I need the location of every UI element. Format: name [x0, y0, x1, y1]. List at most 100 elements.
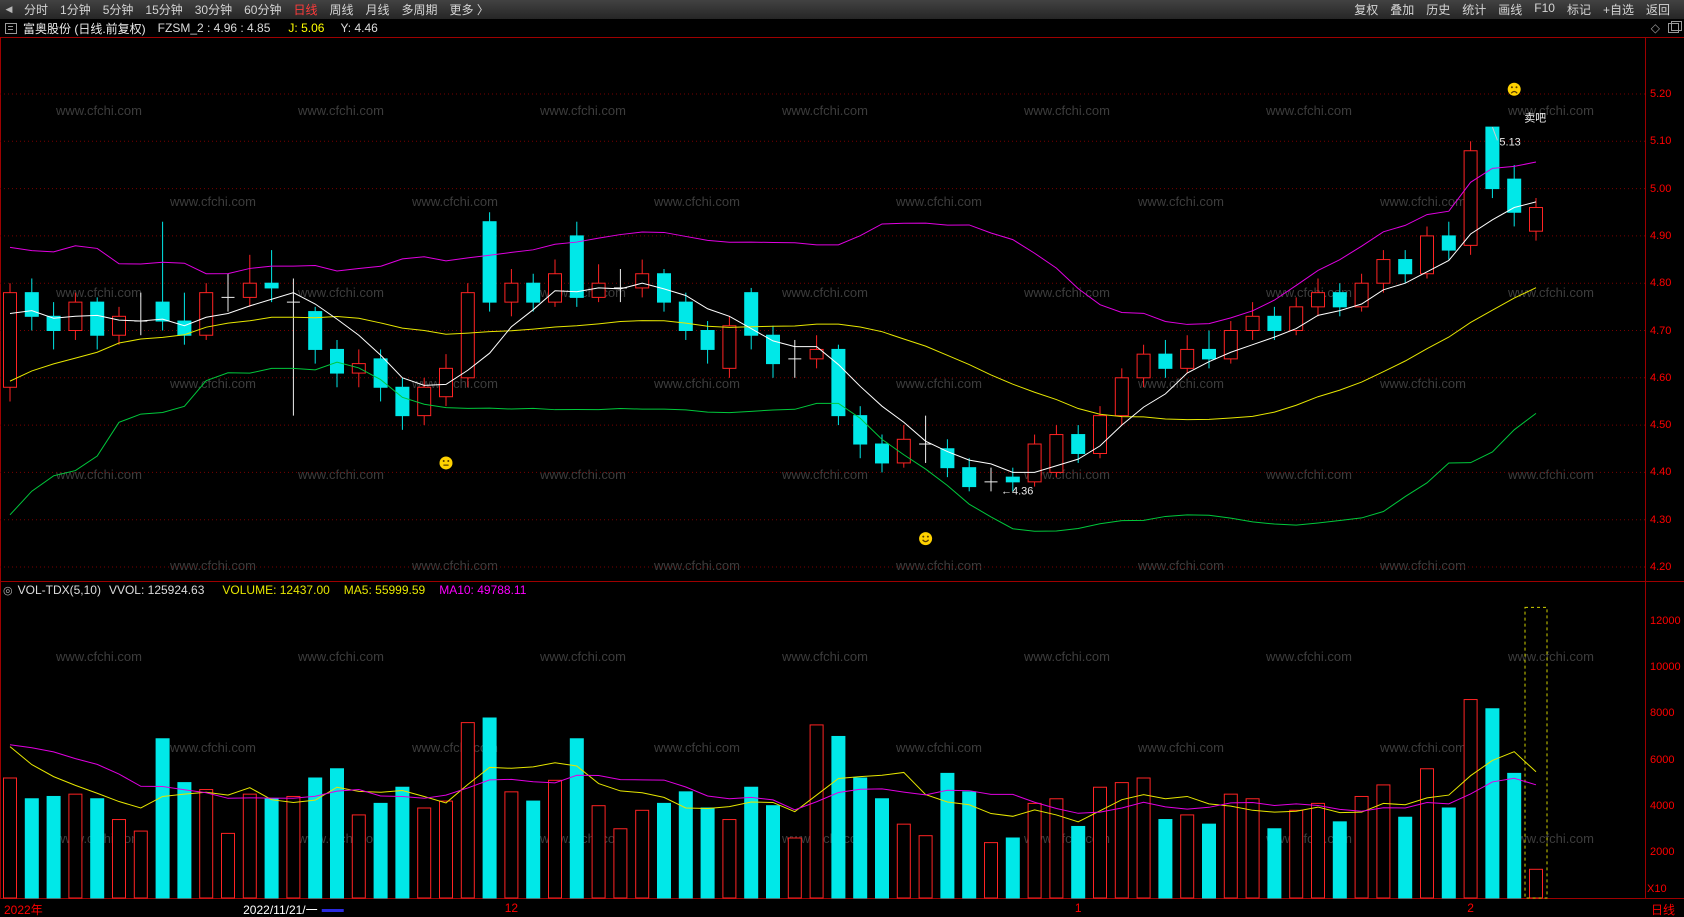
volume-bar[interactable]	[1114, 782, 1129, 899]
volume-bar[interactable]	[787, 837, 802, 899]
candle-down[interactable]	[373, 358, 388, 388]
volume-bar[interactable]	[308, 777, 323, 899]
volume-bar[interactable]	[526, 800, 541, 899]
candle-up[interactable]	[1463, 150, 1478, 246]
candle-down[interactable]	[831, 348, 846, 417]
candle-down[interactable]	[1071, 434, 1086, 454]
volume-bar[interactable]	[221, 832, 235, 899]
indicator-toggle-icon[interactable]: ◎	[3, 584, 13, 597]
volume-bar[interactable]	[286, 795, 301, 899]
tool-menu-item-6[interactable]: 标记	[1566, 3, 1591, 17]
candle-up[interactable]	[439, 367, 453, 398]
volume-bar[interactable]	[1136, 777, 1151, 899]
candle-down[interactable]	[1158, 353, 1173, 369]
volume-bar[interactable]	[1093, 786, 1107, 899]
candle-up[interactable]	[1289, 306, 1304, 332]
volume-bar[interactable]	[3, 777, 17, 899]
volume-bar[interactable]	[831, 735, 846, 899]
volume-bar[interactable]	[1376, 784, 1391, 899]
volume-bar[interactable]	[46, 795, 61, 899]
period-menu-item-5[interactable]: 60分钟	[244, 3, 282, 17]
period-menu-item-6[interactable]: 日线	[293, 3, 318, 17]
period-menu-item-8[interactable]: 月线	[365, 3, 390, 17]
volume-bar[interactable]	[1420, 768, 1434, 899]
volume-bar[interactable]	[678, 791, 693, 899]
window-icon[interactable]	[1668, 21, 1682, 33]
volume-bar[interactable]	[1027, 802, 1042, 899]
period-menu-item-3[interactable]: 15分钟	[145, 3, 183, 17]
volume-bar[interactable]	[809, 724, 824, 899]
volume-bar[interactable]	[1071, 825, 1086, 899]
candle-down[interactable]	[46, 315, 61, 331]
candle-up[interactable]	[242, 282, 257, 298]
volume-bar[interactable]	[1049, 798, 1064, 899]
candle-up[interactable]	[548, 273, 562, 303]
candle-up[interactable]	[1223, 330, 1238, 360]
period-menu-item-9[interactable]: 多周期	[401, 3, 438, 17]
candle-up[interactable]	[1180, 348, 1195, 369]
collapse-icon[interactable]: ◀	[5, 4, 13, 14]
volume-bar[interactable]	[1529, 868, 1543, 899]
candle-up[interactable]	[1376, 259, 1391, 284]
volume-bar[interactable]	[1223, 793, 1238, 899]
volume-bar[interactable]	[766, 805, 780, 899]
volume-bar[interactable]	[1289, 809, 1304, 899]
candle-up[interactable]	[1027, 443, 1042, 483]
candle-down[interactable]	[744, 292, 759, 336]
volume-bar[interactable]	[722, 819, 737, 899]
volume-bar[interactable]	[1245, 798, 1260, 899]
volume-bar[interactable]	[1005, 837, 1020, 899]
tool-menu-item-4[interactable]: 画线	[1498, 3, 1523, 17]
tool-menu-item-0[interactable]: 复权	[1354, 3, 1379, 17]
period-menu-item-0[interactable]: 分时	[24, 3, 49, 17]
candle-down[interactable]	[155, 301, 170, 322]
candle-up[interactable]	[417, 386, 432, 417]
period-menu-item-1[interactable]: 1分钟	[60, 3, 91, 17]
candle-down[interactable]	[1441, 235, 1456, 251]
candle-up[interactable]	[1354, 282, 1369, 308]
volume-bar[interactable]	[1463, 699, 1478, 899]
volume-bar[interactable]	[744, 786, 759, 899]
volume-bar[interactable]	[635, 809, 650, 899]
volume-indicator-name[interactable]: VOL-TDX(5,10)	[17, 583, 101, 597]
candle-down[interactable]	[940, 448, 955, 469]
candle-down[interactable]	[90, 301, 105, 336]
candle-down[interactable]	[700, 330, 715, 350]
volume-bar[interactable]	[68, 793, 83, 899]
candle-down[interactable]	[395, 386, 410, 417]
volume-bar[interactable]	[875, 798, 889, 899]
candle-up[interactable]	[1136, 353, 1151, 379]
candle-down[interactable]	[962, 467, 977, 488]
volume-bar[interactable]	[439, 800, 453, 899]
volume-bar[interactable]	[1158, 819, 1173, 899]
volume-bar[interactable]	[918, 835, 933, 899]
candle-up[interactable]	[1114, 377, 1129, 417]
tool-menu-item-2[interactable]: 历史	[1426, 3, 1451, 17]
volume-bar[interactable]	[504, 791, 519, 899]
volume-bar[interactable]	[1507, 772, 1522, 899]
volume-bar[interactable]	[1311, 802, 1325, 899]
tool-menu-item-8[interactable]: 返回	[1645, 3, 1670, 17]
candle-down[interactable]	[1507, 178, 1522, 213]
candle-up[interactable]	[1245, 315, 1260, 331]
tool-menu-item-7[interactable]: +自选	[1602, 3, 1634, 17]
candle-up[interactable]	[1529, 207, 1543, 232]
candle-up[interactable]	[722, 325, 737, 369]
candle-down[interactable]	[1398, 259, 1413, 275]
volume-bar[interactable]	[1332, 821, 1347, 899]
period-menu-item-10[interactable]: 更多 〉	[449, 3, 489, 17]
volume-bar[interactable]	[1354, 795, 1369, 899]
volume-bar[interactable]	[395, 786, 410, 899]
candle-down[interactable]	[526, 282, 541, 303]
volume-bar[interactable]	[112, 819, 126, 899]
tool-menu-item-3[interactable]: 统计	[1462, 3, 1487, 17]
candle-down[interactable]	[1485, 126, 1500, 190]
volume-bar[interactable]	[264, 798, 279, 899]
candle-down[interactable]	[330, 348, 344, 374]
volume-bar[interactable]	[177, 782, 192, 899]
tool-menu-item-5[interactable]: F10	[1534, 1, 1555, 15]
candle-up[interactable]	[1049, 434, 1064, 473]
candle-down[interactable]	[875, 443, 889, 464]
volume-bar[interactable]	[482, 717, 497, 899]
